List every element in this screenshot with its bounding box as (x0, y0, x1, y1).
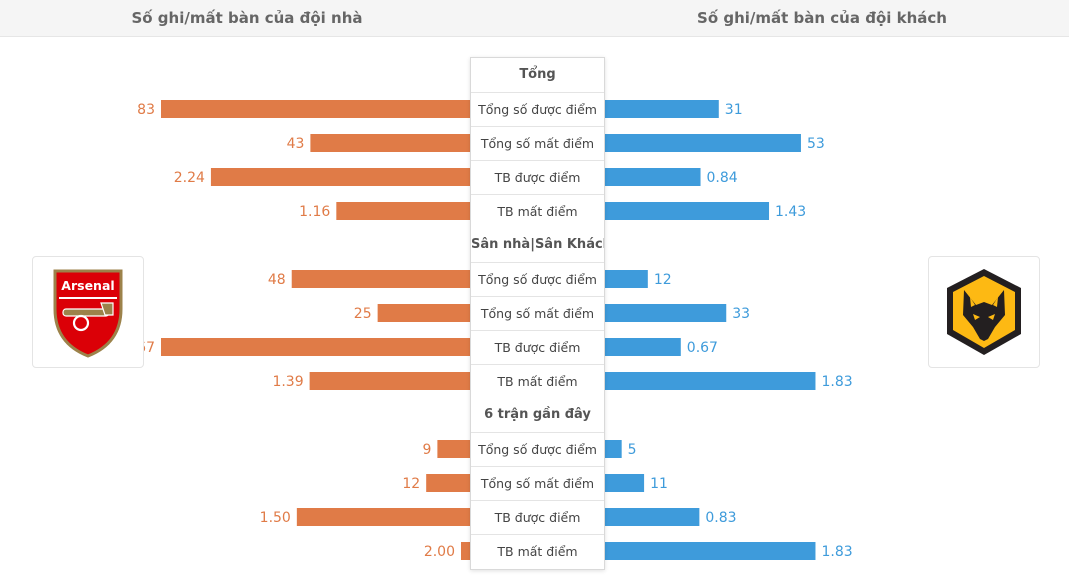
section-title: Sân nhà|Sân Khách (471, 237, 604, 252)
away-team-logo (928, 256, 1040, 368)
home-bar (426, 474, 471, 492)
away-value-label: 1.43 (775, 204, 806, 220)
away-bar (603, 372, 816, 390)
row-label: Tổng số được điểm (471, 432, 604, 467)
home-bar (291, 270, 471, 288)
header-bar: Số ghi/mất bàn của đội nhà Số ghi/mất bà… (0, 0, 1069, 37)
category-panel: Tổng Tổng số được điểm Tổng số mất điểm TB … (470, 57, 605, 570)
arsenal-wordmark: Arsenal (61, 278, 114, 293)
home-team-logo: Arsenal (32, 256, 144, 368)
wolves-crest-icon (947, 269, 1021, 355)
row-label: Tổng số được điểm (471, 262, 604, 297)
row-label: TB mất điểm (471, 534, 604, 569)
row-label: TB mất điểm (471, 364, 604, 399)
home-value-label: 1.39 (272, 374, 303, 390)
home-value-label: 1.50 (260, 510, 291, 526)
away-bar (603, 100, 719, 118)
away-value-label: 12 (654, 272, 672, 288)
away-value-label: 11 (650, 476, 668, 492)
home-value-label: 2.24 (174, 170, 205, 186)
home-bar (336, 202, 471, 220)
row-label: Tổng số mất điểm (471, 126, 604, 161)
arsenal-crest-icon: Arsenal (53, 269, 123, 358)
away-bar (603, 440, 622, 458)
home-bar (161, 338, 471, 356)
home-team-title: Số ghi/mất bàn của đội nhà (131, 9, 363, 27)
home-bar (161, 100, 471, 118)
row-label: Tổng số mất điểm (471, 466, 604, 501)
row-label: Tổng số được điểm (471, 92, 604, 127)
away-value-label: 1.83 (821, 544, 852, 560)
home-value-label: 48 (268, 272, 286, 288)
row-label: TB được điểm (471, 160, 604, 195)
section-title: 6 trận gần đây (484, 407, 591, 422)
home-bar (309, 372, 471, 390)
home-value-label: 2.00 (424, 544, 455, 560)
away-value-label: 5 (628, 442, 637, 458)
away-bar (603, 304, 727, 322)
home-value-label: 9 (422, 442, 431, 458)
away-value-label: 0.67 (687, 340, 718, 356)
away-bar (603, 474, 645, 492)
row-label: TB được điểm (471, 330, 604, 365)
home-bar (377, 304, 471, 322)
away-bar (603, 134, 801, 152)
home-bar (210, 168, 471, 186)
away-value-label: 0.84 (707, 170, 738, 186)
away-bar (603, 168, 701, 186)
home-value-label: 1.16 (299, 204, 330, 220)
away-value-label: 0.83 (705, 510, 736, 526)
away-bar (603, 542, 816, 560)
home-value-label: 83 (137, 102, 155, 118)
away-bar (603, 270, 648, 288)
home-bar (437, 440, 471, 458)
away-bar (603, 508, 700, 526)
row-label: TB được điểm (471, 500, 604, 535)
home-bar (310, 134, 471, 152)
home-value-label: 25 (354, 306, 372, 322)
away-team-title: Số ghi/mất bàn của đội khách (697, 9, 947, 27)
row-label: TB mất điểm (471, 194, 604, 229)
home-bar (461, 542, 471, 560)
home-value-label: 12 (402, 476, 420, 492)
away-value-label: 1.83 (821, 374, 852, 390)
section-title: Tổng (519, 67, 556, 82)
row-label: Tổng số mất điểm (471, 296, 604, 331)
home-value-label: 43 (287, 136, 305, 152)
away-bar (603, 338, 681, 356)
away-value-label: 53 (807, 136, 825, 152)
away-bar (603, 202, 770, 220)
home-bar (296, 508, 471, 526)
away-value-label: 33 (732, 306, 750, 322)
away-value-label: 31 (725, 102, 743, 118)
